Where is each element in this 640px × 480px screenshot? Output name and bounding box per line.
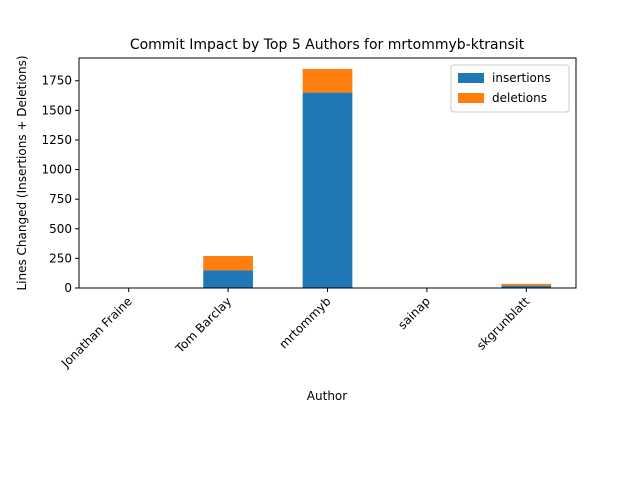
bar-deletions-4 <box>501 283 552 286</box>
bar-deletions-1 <box>203 256 253 271</box>
y-axis: 0 250 500 750 1000 1250 1500 1750 <box>41 74 79 295</box>
y-tick-label-5: 1250 <box>41 133 72 147</box>
bar-insertions-2 <box>302 92 353 288</box>
y-tick-label-6: 1500 <box>41 103 72 117</box>
y-axis-label: Lines Changed (Insertions + Deletions) <box>15 55 29 290</box>
y-tick-label-4: 1000 <box>41 163 72 177</box>
legend-label-deletions: deletions <box>492 91 547 105</box>
bar-insertions-1 <box>203 270 253 288</box>
y-tick-label-0: 0 <box>64 281 72 295</box>
y-tick-label-3: 750 <box>49 192 72 206</box>
legend: insertions deletions <box>450 64 570 113</box>
x-axis-label: Author <box>307 389 347 403</box>
y-tick-label-1: 250 <box>49 251 72 265</box>
bar-deletions-2 <box>302 68 353 93</box>
plot-frame <box>78 57 577 289</box>
y-tick-label-7: 1750 <box>41 74 72 88</box>
legend-label-insertions: insertions <box>492 71 551 85</box>
bars-group <box>203 68 552 288</box>
legend-swatch-deletions <box>458 93 484 103</box>
chart-title: Commit Impact by Top 5 Authors for mrtom… <box>130 37 525 53</box>
legend-swatch-insertions <box>458 73 484 83</box>
bar-insertions-4 <box>501 285 552 288</box>
y-tick-label-2: 500 <box>49 222 72 236</box>
